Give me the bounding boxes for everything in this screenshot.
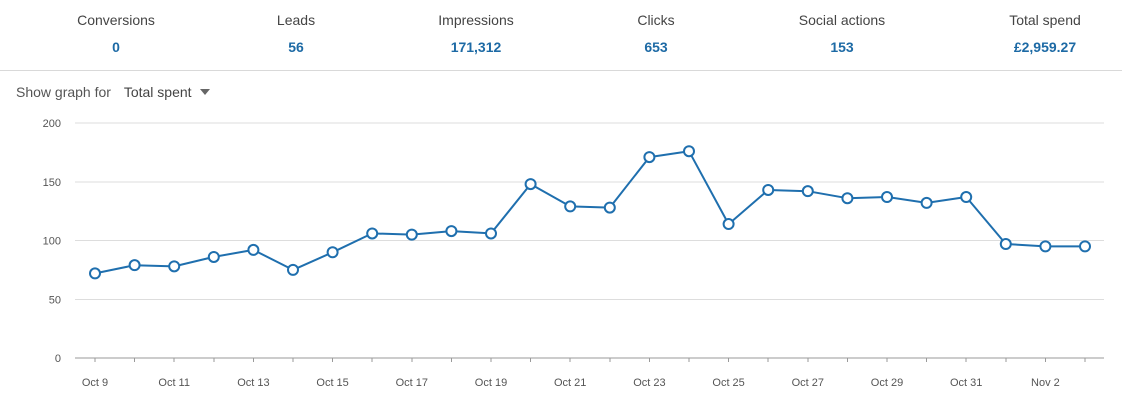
data-point[interactable] bbox=[366, 227, 379, 240]
stat-leads[interactable]: Leads 56 bbox=[216, 10, 376, 57]
stat-clicks[interactable]: Clicks 653 bbox=[576, 10, 736, 57]
data-point[interactable] bbox=[603, 201, 616, 214]
y-tick-label: 50 bbox=[49, 294, 61, 306]
data-point[interactable] bbox=[247, 243, 260, 256]
x-tick-label: Oct 27 bbox=[792, 377, 824, 389]
x-tick-label: Nov 2 bbox=[1031, 377, 1060, 389]
stat-label: Conversions bbox=[77, 12, 155, 28]
graph-metric-selector: Show graph for Total spent bbox=[16, 82, 210, 102]
y-tick-label: 200 bbox=[43, 118, 61, 130]
data-point[interactable] bbox=[287, 263, 299, 276]
stat-value: £2,959.27 bbox=[1013, 39, 1077, 55]
stat-label: Total spend bbox=[1009, 12, 1081, 28]
stat-social-actions[interactable]: Social actions 153 bbox=[762, 10, 922, 57]
caret-down-icon bbox=[199, 89, 210, 95]
stat-value: 56 bbox=[288, 39, 304, 55]
stat-label: Social actions bbox=[798, 12, 886, 28]
data-point[interactable] bbox=[999, 238, 1012, 251]
data-point[interactable] bbox=[1039, 240, 1052, 253]
x-tick-label: Oct 29 bbox=[871, 377, 903, 389]
data-point[interactable] bbox=[207, 250, 220, 263]
data-point[interactable] bbox=[445, 225, 458, 238]
x-tick-label: Oct 23 bbox=[633, 377, 665, 389]
data-point[interactable] bbox=[168, 260, 181, 273]
data-point[interactable] bbox=[841, 192, 854, 205]
data-point[interactable] bbox=[722, 218, 735, 231]
data-point[interactable] bbox=[89, 267, 101, 280]
y-tick-label: 0 bbox=[55, 353, 61, 365]
series-line bbox=[94, 150, 1085, 275]
stat-value: 171,312 bbox=[450, 39, 502, 55]
stat-value: 153 bbox=[830, 39, 854, 55]
y-tick-label: 150 bbox=[43, 177, 61, 189]
stat-label: Impressions bbox=[438, 12, 514, 28]
y-tick-label: 100 bbox=[43, 236, 61, 248]
x-tick-label: Oct 25 bbox=[712, 377, 744, 389]
stat-label: Leads bbox=[276, 12, 316, 28]
data-point[interactable] bbox=[485, 227, 497, 240]
stat-conversions[interactable]: Conversions 0 bbox=[36, 10, 196, 57]
x-tick-label: Oct 13 bbox=[237, 377, 269, 389]
x-tick-label: Oct 31 bbox=[950, 377, 982, 389]
stat-total-spend[interactable]: Total spend £2,959.27 bbox=[965, 10, 1122, 57]
x-tick-label: Oct 21 bbox=[554, 377, 586, 389]
metrics-summary-bar: Conversions 0 Leads 56 Impressions 171,3… bbox=[0, 0, 1122, 71]
graph-metric-selected: Total spent bbox=[123, 84, 192, 100]
x-tick-label: Oct 19 bbox=[475, 377, 507, 389]
x-tick-label: Oct 15 bbox=[316, 377, 348, 389]
data-point[interactable] bbox=[762, 183, 775, 196]
data-point[interactable] bbox=[564, 200, 577, 213]
stat-label: Clicks bbox=[637, 12, 675, 28]
stat-value: 0 bbox=[112, 39, 120, 55]
data-point[interactable] bbox=[881, 191, 893, 204]
data-point[interactable] bbox=[960, 191, 973, 204]
data-point[interactable] bbox=[683, 145, 695, 158]
data-point[interactable] bbox=[524, 178, 537, 191]
x-tick-label: Oct 11 bbox=[158, 377, 190, 389]
data-point[interactable] bbox=[326, 246, 339, 259]
data-point[interactable] bbox=[801, 185, 814, 198]
data-point[interactable] bbox=[920, 196, 933, 209]
x-tick-label: Oct 17 bbox=[396, 377, 428, 389]
data-point[interactable] bbox=[128, 259, 141, 272]
graph-selector-label: Show graph for bbox=[16, 84, 111, 100]
data-point[interactable] bbox=[405, 228, 418, 241]
graph-metric-dropdown[interactable]: Total spent bbox=[124, 84, 210, 100]
data-point[interactable] bbox=[643, 151, 656, 164]
data-point[interactable] bbox=[1079, 240, 1091, 253]
stat-impressions[interactable]: Impressions 171,312 bbox=[396, 10, 556, 57]
x-tick-label: Oct 9 bbox=[82, 377, 108, 389]
stat-value: 653 bbox=[644, 39, 668, 55]
